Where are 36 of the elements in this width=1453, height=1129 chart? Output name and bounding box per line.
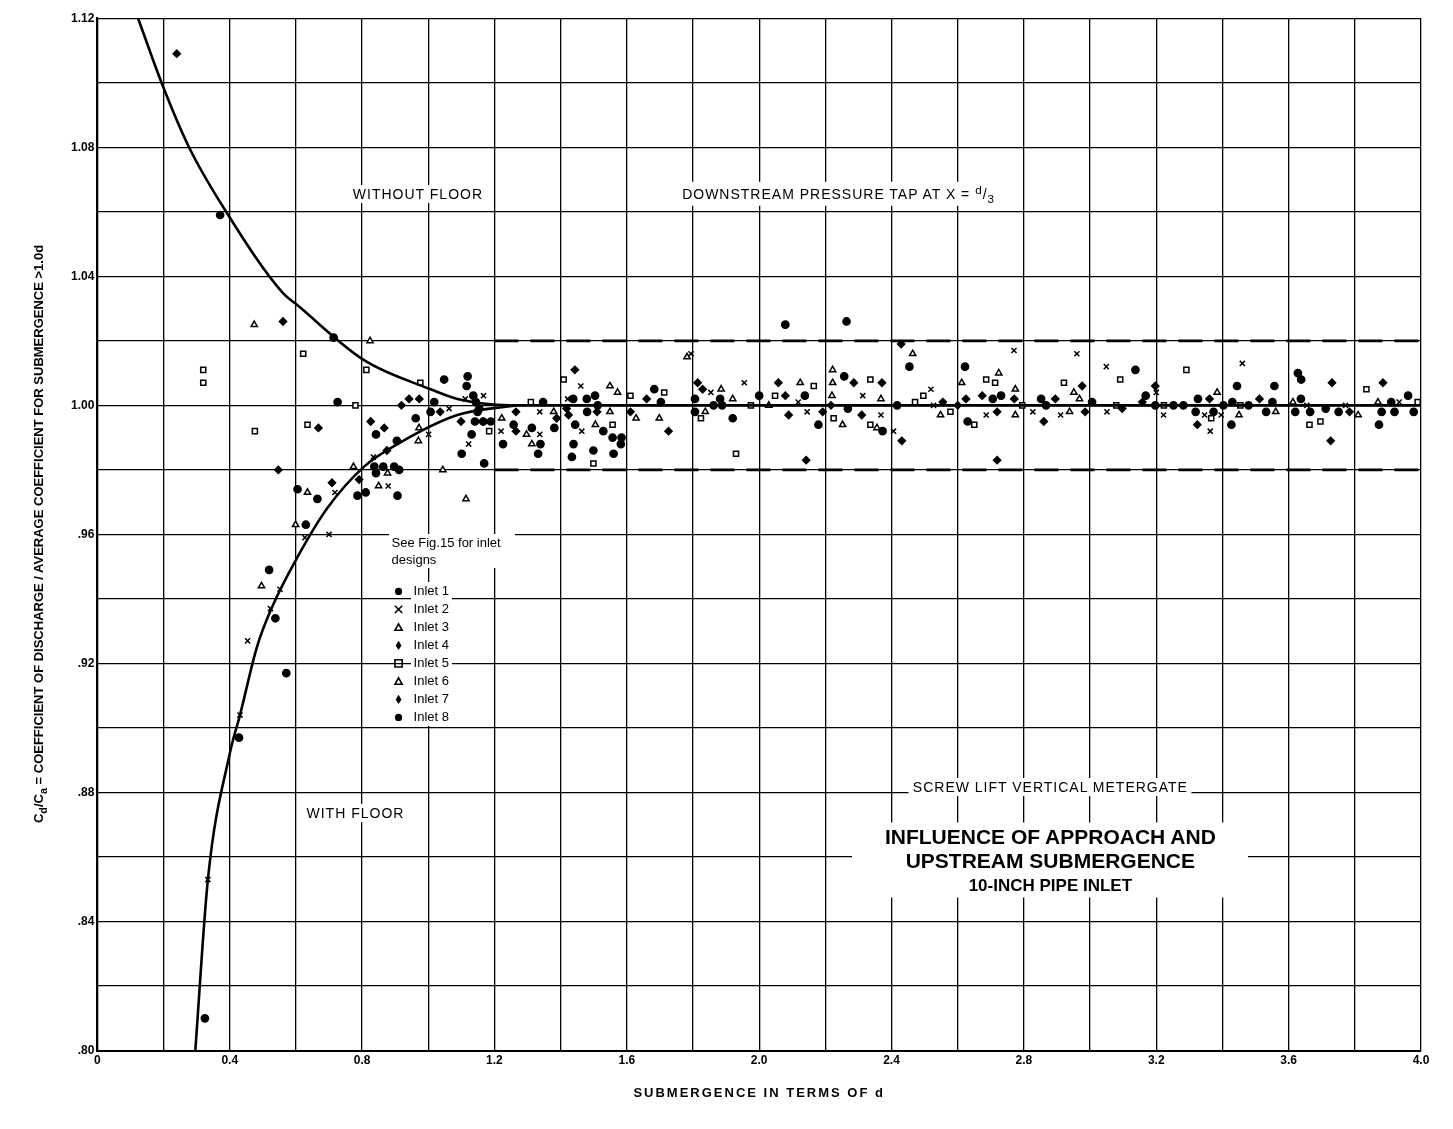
legend-label: Inlet 6 <box>410 672 452 691</box>
x-tick-label: 0.8 <box>353 1053 371 1068</box>
x-tick-label: 0.4 <box>221 1053 239 1068</box>
y-tick-label: .88 <box>77 784 95 799</box>
x-tick-label: 2.4 <box>883 1053 901 1068</box>
legend-label: Inlet 1 <box>410 582 452 601</box>
annotation: SCREW LIFT VERTICAL METERGATE <box>908 778 1192 797</box>
text: INFLUENCE OF APPROACH AND UPSTREAM SUBMERGENCE <box>883 824 1217 873</box>
x-tick-label: 1.6 <box>618 1053 636 1068</box>
x-tick-label: 1.2 <box>486 1053 504 1068</box>
x-tick-label: 3.6 <box>1280 1053 1298 1068</box>
y-tick-label: .84 <box>77 913 95 928</box>
y-tick-label: .92 <box>77 655 95 670</box>
legend-label: Inlet 4 <box>410 636 452 655</box>
y-tick-label: 1.04 <box>71 268 95 283</box>
legend-label: Inlet 8 <box>410 708 452 727</box>
legend-label: Inlet 2 <box>410 600 452 619</box>
x-tick-label: 2.0 <box>750 1053 768 1068</box>
y-tick-label: .80 <box>77 1042 95 1057</box>
y-tick-label: 1.08 <box>71 139 95 154</box>
x-axis-title: SUBMERGENCE IN TERMS OF d <box>633 1084 885 1100</box>
x-tick-label: 4.0 <box>1412 1053 1430 1068</box>
x-tick-label: 2.8 <box>1015 1053 1033 1068</box>
legend-label: Inlet 3 <box>410 618 452 637</box>
y-tick-label: .96 <box>77 526 95 541</box>
y-tick-label: 1.00 <box>71 397 95 412</box>
legend-label: Inlet 5 <box>410 654 452 673</box>
legend-label: Inlet 7 <box>410 690 452 709</box>
text: 10-INCH PIPE INLET <box>967 875 1134 896</box>
annotation: WITHOUT FLOOR <box>348 184 488 203</box>
x-tick-label: 3.2 <box>1147 1053 1165 1068</box>
y-tick-label: 1.12 <box>71 10 95 25</box>
x-tick-label: 0 <box>94 1053 102 1068</box>
legend-title: See Fig.15 for inlet designs <box>388 534 515 569</box>
annotation: WITH FLOOR <box>302 804 409 823</box>
annotation: DOWNSTREAM PRESSURE TAP AT X = $^{d}$/$_{3}$ <box>678 181 1000 206</box>
